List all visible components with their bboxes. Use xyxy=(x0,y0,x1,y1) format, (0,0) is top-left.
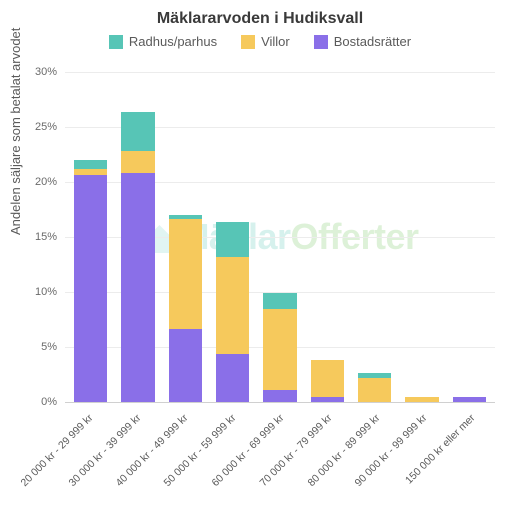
legend: Radhus/parhus Villor Bostadsrätter xyxy=(0,34,520,49)
bar-segment-villor xyxy=(358,378,391,402)
legend-swatch-radhus xyxy=(109,35,123,49)
bar-slot xyxy=(67,72,114,402)
x-tick-label: 30 000 kr - 39 999 kr xyxy=(135,412,143,420)
y-tick-label: 0% xyxy=(7,396,57,408)
bar-slot xyxy=(351,72,398,402)
x-axis-line xyxy=(65,402,495,403)
bar-segment-villor xyxy=(263,309,296,390)
bar-slot xyxy=(256,72,303,402)
x-tick-label: 90 000 kr - 99 999 kr xyxy=(421,412,429,420)
stacked-bar xyxy=(74,72,107,402)
legend-swatch-bostadsratter xyxy=(314,35,328,49)
legend-swatch-villor xyxy=(241,35,255,49)
legend-label: Radhus/parhus xyxy=(129,34,217,49)
bar-slot xyxy=(114,72,161,402)
legend-item-radhus: Radhus/parhus xyxy=(109,34,217,49)
bar-segment-bostadsratter xyxy=(74,175,107,402)
bar-segment-radhus xyxy=(121,112,154,152)
bar-slot xyxy=(162,72,209,402)
x-tick-label: 40 000 kr - 49 999 kr xyxy=(182,412,190,420)
stacked-bar xyxy=(263,72,296,402)
bar-segment-bostadsratter xyxy=(311,397,344,403)
bar-slot xyxy=(398,72,445,402)
legend-label: Bostadsrätter xyxy=(334,34,411,49)
x-tick-label: 60 000 kr - 69 999 kr xyxy=(278,412,286,420)
x-tick-label: 150 000 kr eller mer xyxy=(469,412,477,420)
legend-item-villor: Villor xyxy=(241,34,290,49)
bar-segment-bostadsratter xyxy=(263,390,296,402)
stacked-bar xyxy=(169,72,202,402)
stacked-bar xyxy=(121,72,154,402)
x-tick-label: 20 000 kr - 29 999 kr xyxy=(87,412,95,420)
bar-segment-bostadsratter xyxy=(169,329,202,402)
bar-segment-bostadsratter xyxy=(121,173,154,402)
bar-segment-radhus xyxy=(216,222,249,257)
bar-segment-villor xyxy=(405,397,438,403)
bar-segment-radhus xyxy=(74,160,107,169)
bar-segment-villor xyxy=(74,169,107,176)
bar-segment-villor xyxy=(311,360,344,396)
stacked-bar xyxy=(311,72,344,402)
y-tick-label: 10% xyxy=(7,286,57,298)
y-tick-label: 25% xyxy=(7,121,57,133)
bar-segment-villor xyxy=(121,151,154,173)
bar-segment-radhus xyxy=(263,293,296,308)
bar-segment-bostadsratter xyxy=(453,397,486,403)
y-tick-label: 30% xyxy=(7,66,57,78)
stacked-bar xyxy=(453,72,486,402)
stacked-bar xyxy=(216,72,249,402)
y-tick-label: 5% xyxy=(7,341,57,353)
x-tick-label: 80 000 kr - 89 999 kr xyxy=(374,412,382,420)
x-tick-label: 50 000 kr - 59 999 kr xyxy=(230,412,238,420)
legend-label: Villor xyxy=(261,34,290,49)
bar-slot xyxy=(209,72,256,402)
bar-slot xyxy=(304,72,351,402)
stacked-bar xyxy=(405,72,438,402)
bars-container xyxy=(65,72,495,402)
x-axis-labels: 20 000 kr - 29 999 kr 30 000 kr - 39 999 … xyxy=(65,406,495,516)
stacked-bar xyxy=(358,72,391,402)
legend-item-bostadsratter: Bostadsrätter xyxy=(314,34,411,49)
bar-segment-villor xyxy=(216,257,249,354)
bar-segment-bostadsratter xyxy=(216,354,249,402)
bar-segment-villor xyxy=(169,219,202,329)
chart-title: Mäklararvoden i Hudiksvall xyxy=(0,0,520,28)
plot-area: MäklarOfferter 0%5%10%15%20%25%30% xyxy=(65,72,495,402)
x-tick-label: 70 000 kr - 79 999 kr xyxy=(326,412,334,420)
bar-slot xyxy=(446,72,493,402)
y-tick-label: 20% xyxy=(7,176,57,188)
y-tick-label: 15% xyxy=(7,231,57,243)
